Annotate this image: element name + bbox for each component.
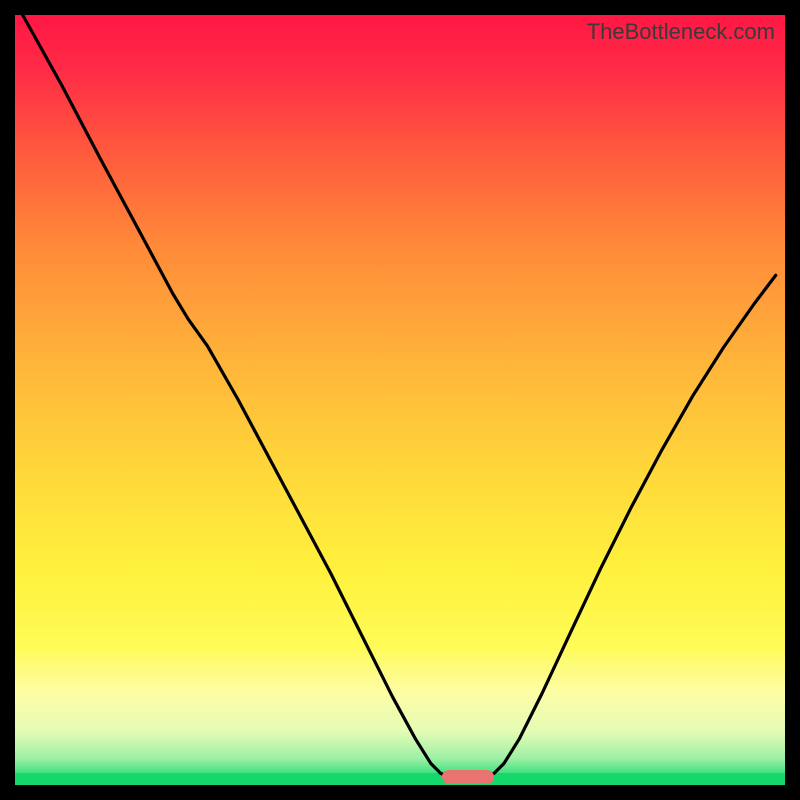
watermark-text: TheBottleneck.com: [587, 19, 775, 45]
plot-area: [15, 15, 785, 785]
bottleneck-curve: [15, 15, 785, 785]
chart-frame: TheBottleneck.com: [0, 0, 800, 800]
optimal-marker: [442, 770, 494, 784]
